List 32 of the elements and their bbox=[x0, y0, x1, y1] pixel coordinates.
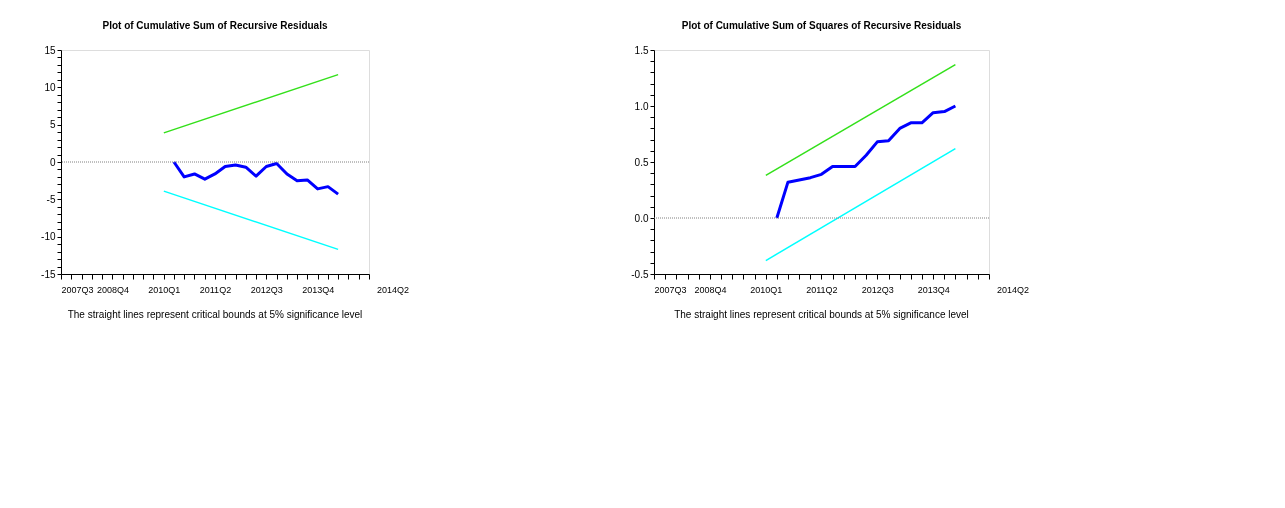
x-tick-label: 2013Q4 bbox=[302, 284, 335, 295]
y-tick-label: -15 bbox=[41, 268, 56, 280]
y-tick-label: 1.5 bbox=[634, 44, 649, 56]
text: The straight lines represent critical bounds at 5% significance level bbox=[674, 309, 969, 320]
x-tick-label: 2012Q3 bbox=[250, 284, 283, 295]
chart-title: Plot of Cumulative Sum of Recursive Residuals bbox=[102, 20, 328, 31]
y-tick-label: 0 bbox=[49, 156, 56, 168]
y-tick-label: 0.5 bbox=[634, 156, 649, 168]
x-tick-label: 2011Q2 bbox=[199, 284, 232, 295]
y-tick-label: 1.0 bbox=[634, 100, 649, 112]
x-tick-label: 2008Q4 bbox=[96, 284, 129, 295]
x-tick-label: 2011Q2 bbox=[806, 284, 838, 295]
chart-title: Plot of Cumulative Sum of Squares of Recursive Residuals bbox=[681, 20, 962, 31]
line-series bbox=[172, 160, 340, 196]
text: 2014Q2 bbox=[377, 285, 410, 295]
x-tick-label: 2013Q4 bbox=[917, 284, 950, 295]
y-tick-label: 10 bbox=[44, 81, 56, 93]
y-tick-label: -0.5 bbox=[631, 268, 649, 280]
x-tick-label: 2008Q4 bbox=[694, 284, 727, 295]
y-tick-label: 0.0 bbox=[634, 212, 649, 224]
line-series bbox=[775, 104, 957, 220]
x-tick-label: 2010Q1 bbox=[148, 284, 181, 295]
x-tick-label: 2010Q1 bbox=[750, 284, 783, 295]
x-tick-label: 2007Q3 bbox=[654, 284, 687, 295]
text: 2014Q2 bbox=[997, 285, 1030, 295]
x-tick-label: 2012Q3 bbox=[861, 284, 894, 295]
y-tick-label: -5 bbox=[46, 193, 56, 205]
x-tick-label: 2007Q3 bbox=[61, 284, 94, 295]
text: The straight lines represent critical bounds at 5% significance level bbox=[67, 309, 363, 320]
y-tick-label: 15 bbox=[44, 44, 56, 56]
y-tick-label: 5 bbox=[49, 119, 56, 131]
y-tick-label: -10 bbox=[41, 231, 56, 243]
